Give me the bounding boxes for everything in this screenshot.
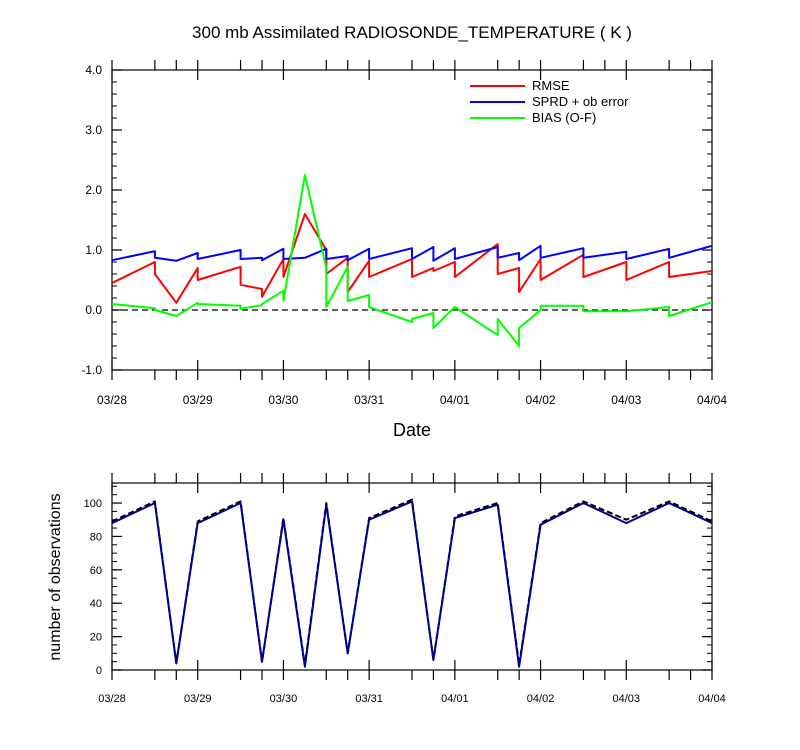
y-tick-label: 60: [90, 565, 102, 577]
x-tick-label: 03/28: [97, 393, 127, 407]
x-tick-label: 03/31: [355, 693, 383, 705]
legend-label: RMSE: [532, 78, 570, 93]
observations-panel: 0 20 40 60 80 100 03/28 03/29 03/30 03/31 04/01 04/…: [84, 473, 726, 705]
x-tick-label: 04/01: [440, 393, 470, 407]
series-line-rmse: [111, 213, 713, 304]
x-tick-label: 04/03: [611, 393, 641, 407]
y-tick-label: 40: [90, 598, 102, 610]
x-tick-label: 03/31: [354, 393, 384, 407]
observations-frame: [111, 482, 713, 671]
y-tick-label: 4.0: [85, 63, 102, 77]
y-tick-label: 20: [90, 632, 102, 644]
y-tick-label: -1.0: [81, 363, 102, 377]
x-tick-label: 03/30: [268, 393, 298, 407]
y-tick-label: 0: [96, 665, 102, 677]
x-tick-label: 04/03: [613, 693, 641, 705]
y-tick-label: 2.0: [85, 183, 102, 197]
x-axis-label: Date: [393, 420, 431, 440]
x-tick-label: 04/04: [698, 693, 726, 705]
x-tick-label: 03/30: [270, 693, 298, 705]
x-tick-label: 03/29: [184, 693, 212, 705]
statistics-frame: [111, 69, 713, 371]
series-line-sprd-ob-error: [111, 244, 713, 262]
chart-title: 300 mb Assimilated RADIOSONDE_TEMPERATUR…: [192, 23, 632, 42]
y-tick-label: 1.0: [85, 243, 102, 257]
x-tick-label: 04/02: [527, 693, 555, 705]
x-tick-label: 03/28: [98, 693, 126, 705]
y-tick-label: 0.0: [85, 303, 102, 317]
y-tick-label: 3.0: [85, 123, 102, 137]
series-line-obs-used: [111, 500, 713, 668]
y-axis-label-observations: number of observations: [47, 493, 64, 660]
x-tick-label: 04/01: [441, 693, 469, 705]
y-tick-label: 80: [90, 531, 102, 543]
legend-label: BIAS (O-F): [532, 110, 596, 125]
series-line-bias-o-f: [111, 174, 713, 347]
series-line-obs-possible: [111, 498, 713, 666]
x-tick-label: 03/29: [183, 393, 213, 407]
statistics-panel: -1.0 0.0 1.0 2.0 3.0 4.0 03/28 03/29 03/30 03/31 0…: [81, 60, 727, 407]
y-tick-label: 100: [84, 498, 102, 510]
legend-label: SPRD + ob error: [532, 94, 629, 109]
x-tick-label: 04/04: [697, 393, 727, 407]
x-tick-label: 04/02: [526, 393, 556, 407]
